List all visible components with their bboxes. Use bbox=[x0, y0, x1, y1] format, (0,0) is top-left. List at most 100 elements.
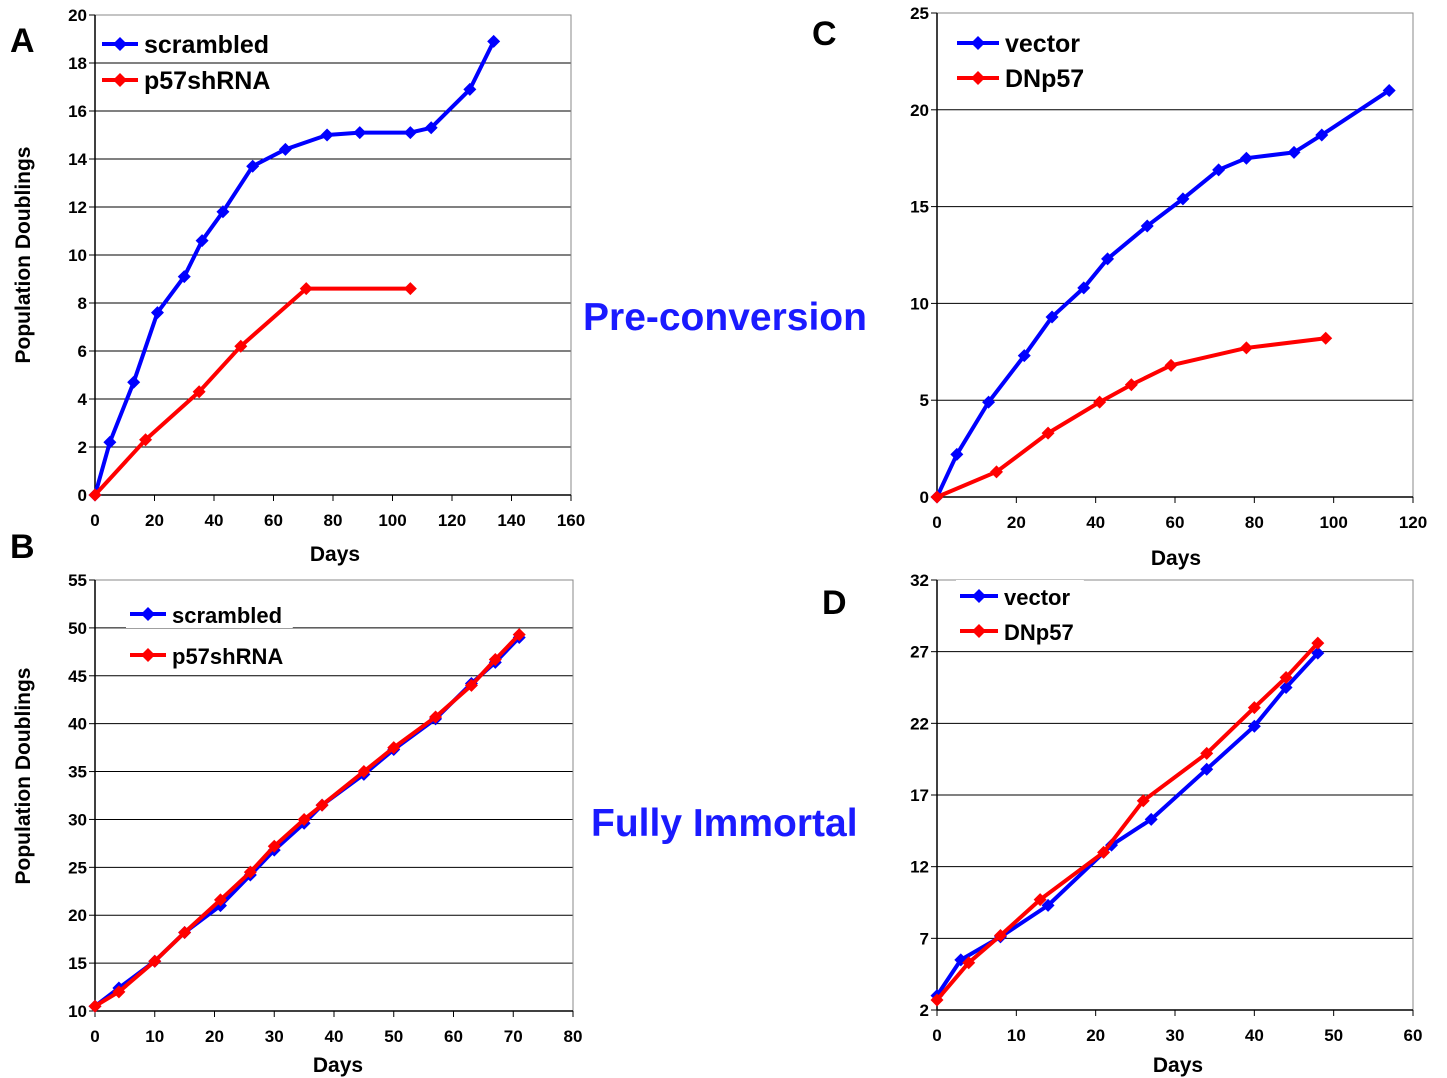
panel-d-series-dnp57-point bbox=[930, 993, 944, 1007]
panel-b-x-tick-label: 60 bbox=[444, 1027, 463, 1046]
panel-a-legend-p57shrna-marker bbox=[113, 73, 127, 87]
panel-a-x-tick-label: 20 bbox=[145, 511, 164, 530]
panel-a-y-tick-label: 12 bbox=[68, 198, 87, 217]
panel-d-series-vector-point bbox=[1311, 646, 1325, 660]
panel-c-legend-vector-label: vector bbox=[1005, 30, 1080, 58]
panel-d-legend-dnp57-label: DNp57 bbox=[1004, 620, 1074, 645]
panel-d-series-dnp57-line bbox=[935, 641, 1320, 1002]
panel-b-y-tick-label: 30 bbox=[68, 810, 87, 829]
panel-a-x-tick-label: 160 bbox=[557, 511, 585, 530]
panel-d-y-tick-label: 32 bbox=[910, 571, 929, 590]
panel-a-legend-scrambled-marker bbox=[113, 37, 127, 51]
panel-a-series-scrambled-point bbox=[424, 121, 438, 135]
panel-d-x-axis-label: Days bbox=[1153, 1054, 1203, 1077]
panel-d-x-tick-label: 20 bbox=[1086, 1026, 1105, 1045]
panel-a-x-tick-label: 80 bbox=[324, 511, 343, 530]
panel-d-series-dnp57-point bbox=[993, 928, 1007, 942]
panel-a-y-tick-label: 8 bbox=[78, 294, 87, 313]
panel-a-series-scrambled-point bbox=[103, 435, 117, 449]
panel-d-legend-vector-label: vector bbox=[1004, 585, 1070, 610]
panel-d-series-dnp57-point bbox=[1247, 701, 1261, 715]
panel-c-series-dnp57-point bbox=[1319, 331, 1333, 345]
panel-b-x-tick-label: 10 bbox=[145, 1027, 164, 1046]
panel-c-series-dnp57-point bbox=[1124, 378, 1138, 392]
panel-b-y-tick-label: 45 bbox=[68, 667, 87, 686]
panel-b-series-p57shrna-point bbox=[357, 765, 371, 779]
panel-c-x-tick-label: 100 bbox=[1319, 513, 1347, 532]
panel-a-x-tick-label: 60 bbox=[264, 511, 283, 530]
panel-b-y-tick-label: 35 bbox=[68, 763, 87, 782]
panel-d-series-vector-point bbox=[1279, 681, 1293, 694]
panel-c-x-tick-label: 40 bbox=[1086, 513, 1105, 532]
panel-a-series-scrambled-point bbox=[216, 205, 230, 219]
panel-d-y-tick-label: 2 bbox=[920, 1001, 929, 1020]
panel-c-series-vector-point bbox=[1017, 349, 1031, 363]
panel-a-series-scrambled-point bbox=[320, 128, 334, 142]
panel-a-series-p57shrna-point bbox=[299, 282, 313, 296]
panel-d-series-dnp57-point bbox=[962, 956, 976, 970]
panel-c-series-dnp57-line bbox=[936, 336, 1326, 499]
panel-b-y-axis-label: Population Doublings bbox=[12, 668, 35, 885]
panel-b-series-p57shrna-point bbox=[429, 710, 443, 724]
panel-a-series-scrambled-point bbox=[195, 234, 209, 248]
panel-d-series-dnp57-point bbox=[1311, 636, 1325, 650]
panel-c-series-dnp57-point bbox=[1239, 341, 1253, 355]
panel-b-x-tick-label: 70 bbox=[504, 1027, 523, 1046]
panel-b-x-tick-label: 40 bbox=[325, 1027, 344, 1046]
panel-c-series-dnp57-point bbox=[1041, 426, 1055, 440]
panel-c-series-vector-point bbox=[1382, 83, 1396, 97]
panel-c-series-vector-point bbox=[950, 447, 964, 461]
panel-d-x-tick-label: 10 bbox=[1007, 1026, 1026, 1045]
panel-a-series-p57shrna-point bbox=[192, 385, 206, 399]
panel-d-x-tick-label: 60 bbox=[1404, 1026, 1423, 1045]
panel-d-y-tick-label: 17 bbox=[910, 786, 929, 805]
panel-c-series-vector-point bbox=[1140, 219, 1154, 233]
panel-b-series-p57shrna-point bbox=[243, 865, 257, 879]
panel-b-series-p57shrna-point bbox=[315, 798, 329, 812]
panel-label-d: D bbox=[822, 584, 847, 622]
panel-a-series-scrambled-point bbox=[127, 375, 141, 389]
panel-c-series-vector-point bbox=[1077, 281, 1091, 295]
panel-b-legend-p57shrna-label: p57shRNA bbox=[172, 644, 283, 669]
panel-c-series-vector-point bbox=[1101, 252, 1115, 266]
panel-a-y-tick-label: 4 bbox=[78, 390, 88, 409]
panel-b-series-p57shrna-point bbox=[297, 812, 311, 826]
panel-d-series-dnp57-point bbox=[1136, 794, 1150, 808]
panel-a-x-axis-label: Days bbox=[310, 543, 360, 566]
panel-d-series-dnp57-point bbox=[1279, 670, 1293, 684]
panel-c-x-tick-label: 80 bbox=[1245, 513, 1264, 532]
panel-c-x-tick-label: 20 bbox=[1007, 513, 1026, 532]
panel-a-y-tick-label: 16 bbox=[68, 102, 87, 121]
panel-b-x-tick-label: 30 bbox=[265, 1027, 284, 1046]
panel-d-x-tick-label: 0 bbox=[932, 1026, 941, 1045]
panel-c-chart: 0 5 10 15 20 25 0 20 40 60 80 100 120 Days vector DNp57 bbox=[910, 4, 1427, 570]
panel-a-series-p57shrna-point bbox=[234, 339, 248, 353]
panel-a-series-scrambled-point bbox=[177, 270, 191, 284]
panel-b-series-p57shrna-point bbox=[464, 678, 478, 692]
panel-b-y-tick-label: 50 bbox=[68, 619, 87, 638]
panel-d-series-vector-line bbox=[935, 651, 1320, 997]
panel-d-y-tick-label: 27 bbox=[910, 643, 929, 662]
panel-a-chart: 0 2 4 6 8 10 12 14 16 18 20 0 20 40 60 80 100 120 140 160 Da… bbox=[12, 6, 585, 566]
panel-a-series-scrambled-point bbox=[463, 82, 477, 96]
panel-c-series-dnp57-point bbox=[930, 490, 944, 504]
panel-a-y-tick-label: 0 bbox=[78, 486, 87, 505]
panel-c-series-vector-point bbox=[1045, 310, 1059, 324]
panel-c-series-vector-point bbox=[1239, 151, 1253, 165]
panel-b-series-p57shrna-point bbox=[112, 985, 126, 999]
panel-b-series-p57shrna-point bbox=[512, 628, 526, 642]
panel-a-series-scrambled-point bbox=[353, 126, 367, 140]
panel-a-x-tick-label: 40 bbox=[205, 511, 224, 530]
panel-a-y-axis-label: Population Doublings bbox=[12, 147, 35, 364]
panel-a-x-tick-label: 140 bbox=[497, 511, 525, 530]
panel-b-series-p57shrna-point bbox=[88, 999, 102, 1013]
panel-a-x-tick-label: 100 bbox=[378, 511, 406, 530]
panel-d-legend-dnp57-marker bbox=[972, 624, 986, 638]
panel-c-y-tick-label: 20 bbox=[910, 101, 929, 120]
panel-c-x-axis-label: Days bbox=[1151, 547, 1201, 570]
panel-b-series-p57shrna-point bbox=[387, 741, 401, 755]
panel-b-y-tick-label: 55 bbox=[68, 571, 87, 590]
panel-d-x-tick-label: 40 bbox=[1245, 1026, 1264, 1045]
